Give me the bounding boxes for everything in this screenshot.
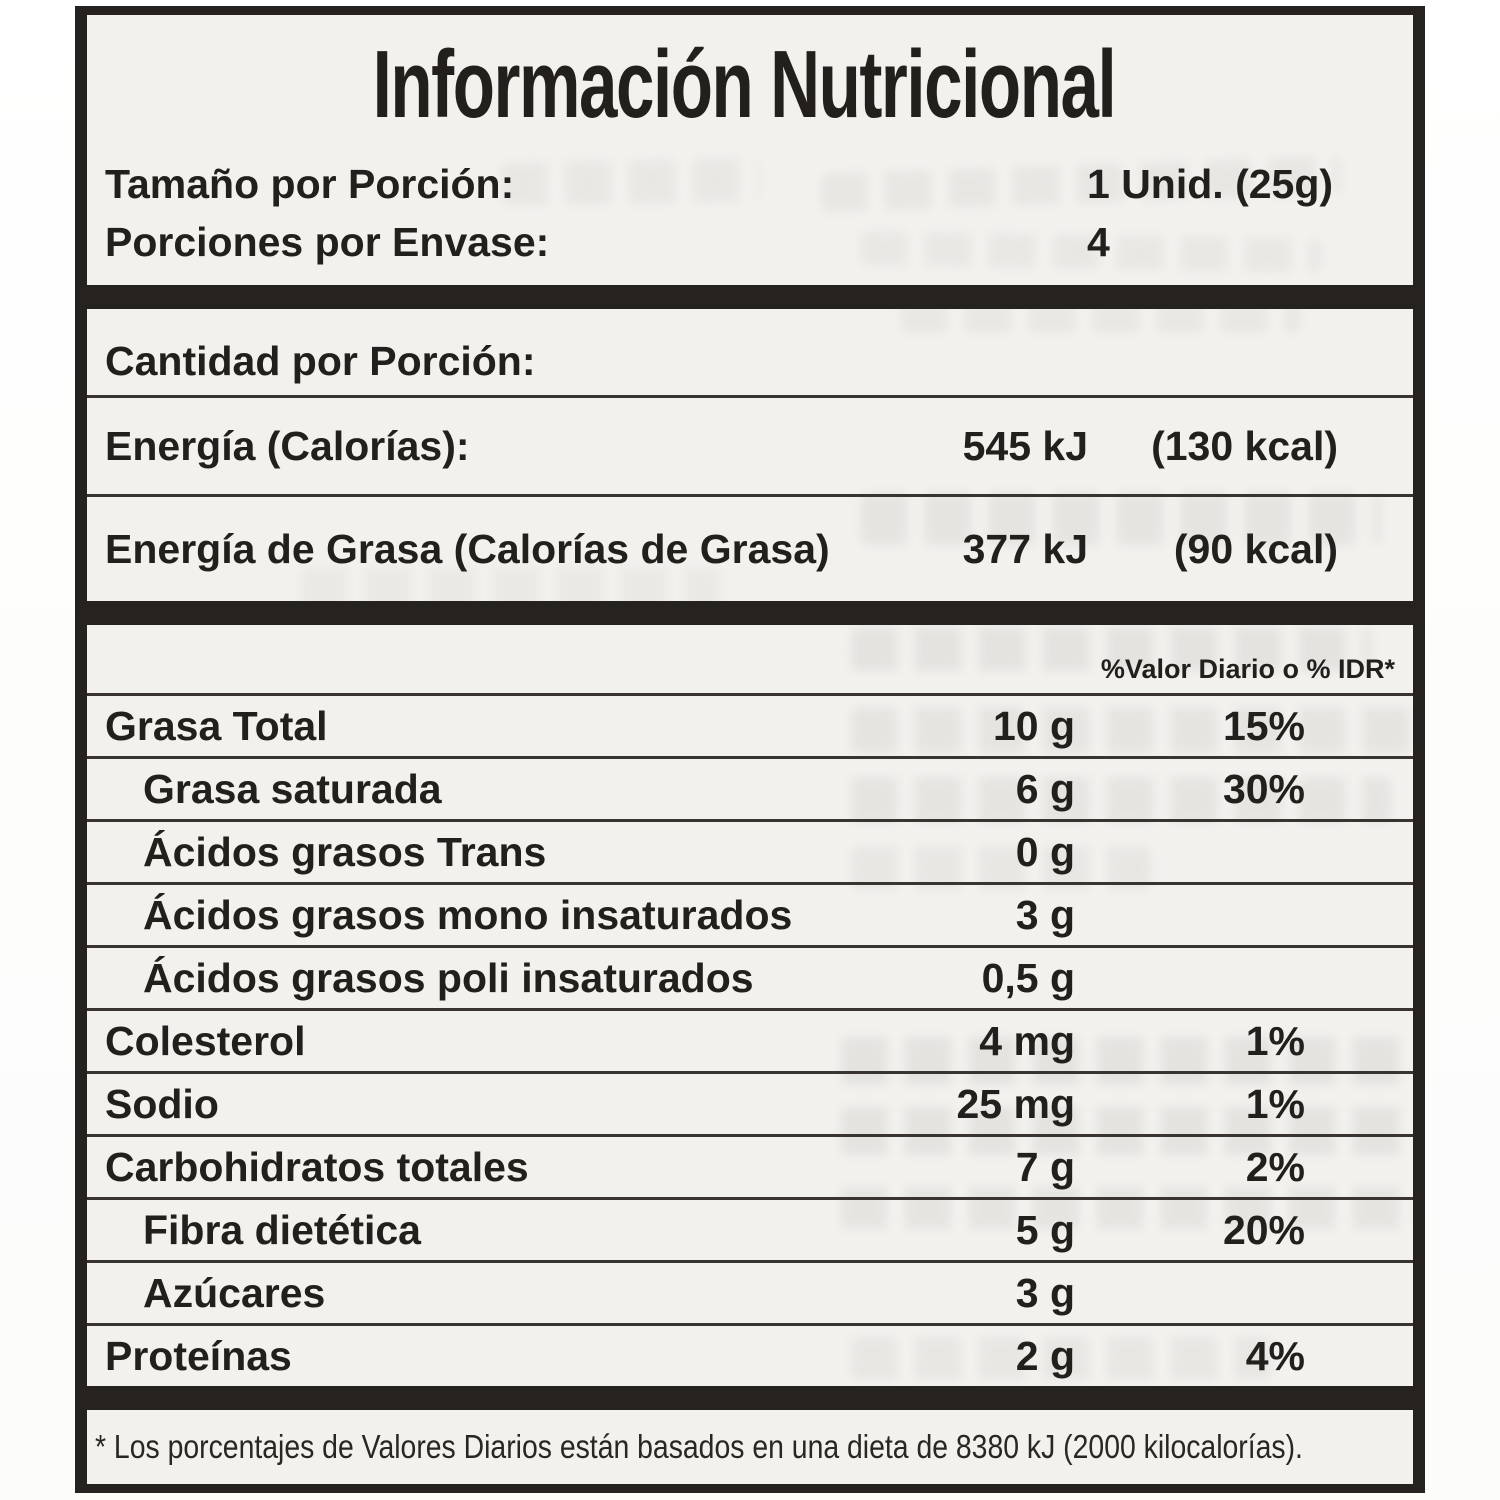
nutrient-row-sugars: Azúcares 3 g: [87, 1263, 1413, 1323]
bleed-through-artifact: [851, 627, 1371, 671]
servings-per-container-value: 4: [1087, 218, 1110, 265]
serving-size-row: Tamaño por Porción: 1 Unid. (25g): [87, 155, 1413, 213]
nutrient-name: Ácidos grasos poli insaturados: [143, 954, 754, 1001]
nutrient-name: Grasa Total: [105, 702, 328, 749]
nutrient-amount: 3 g: [1015, 1269, 1075, 1316]
section-divider-bar: [87, 601, 1413, 625]
bleed-through-artifact: [851, 707, 1411, 753]
thin-rule: [87, 693, 1413, 696]
daily-value-header-text: %Valor Diario o % IDR*: [1100, 654, 1395, 684]
nutrient-name: Colesterol: [105, 1017, 306, 1064]
thin-rule: [87, 1071, 1413, 1074]
energy-from-fat-kj-value: 377 kJ: [962, 525, 1088, 572]
nutrient-row-monounsaturated-fat: Ácidos grasos mono insaturados 3 g: [87, 885, 1413, 945]
nutrient-name: Grasa saturada: [143, 765, 442, 812]
nutrient-name: Proteínas: [105, 1332, 292, 1379]
nutrient-daily-value: 1%: [1245, 1080, 1305, 1127]
servings-per-container-row: Porciones por Envase: 4: [87, 213, 1413, 271]
thin-rule: [87, 756, 1413, 759]
energy-label: Energía (Calorías):: [105, 422, 470, 469]
nutrient-name: Fibra dietética: [143, 1206, 421, 1253]
nutrient-daily-value: 30%: [1222, 765, 1305, 812]
footnote-row: * Los porcentajes de Valores Diarios est…: [87, 1410, 1413, 1484]
bleed-through-artifact: [851, 1337, 1271, 1379]
nutrient-amount: 4 mg: [979, 1017, 1075, 1064]
nutrient-row-polyunsaturated-fat: Ácidos grasos poli insaturados 0,5 g: [87, 948, 1413, 1008]
nutrient-daily-value: 1%: [1245, 1017, 1305, 1064]
nutrient-daily-value: 15%: [1222, 702, 1305, 749]
header-section: Información Nutricional Tamaño por Porci…: [87, 15, 1413, 285]
nutrient-name: Sodio: [105, 1080, 219, 1127]
nutrient-name: Azúcares: [143, 1269, 326, 1316]
nutrient-name: Carbohidratos totales: [105, 1143, 529, 1190]
energy-row: Energía (Calorías): 545 kJ (130 kcal): [87, 398, 1413, 494]
nutrient-amount: 0 g: [1015, 828, 1075, 875]
footnote-text: * Los porcentajes de Valores Diarios est…: [95, 1428, 1303, 1465]
serving-size-value: 1 Unid. (25g): [1087, 160, 1334, 207]
bleed-through-layer: [87, 15, 1413, 1484]
energy-from-fat-label: Energía de Grasa (Calorías de Grasa): [105, 525, 830, 572]
nutrient-amount: 6 g: [1015, 765, 1075, 812]
bleed-through-artifact: [851, 777, 1391, 823]
nutrient-row-sodium: Sodio 25 mg 1%: [87, 1074, 1413, 1134]
nutrient-amount: 5 g: [1015, 1206, 1075, 1253]
thin-rule: [87, 1134, 1413, 1137]
nutrient-row-total-fat: Grasa Total 10 g 15%: [87, 696, 1413, 756]
nutrient-amount: 25 mg: [956, 1080, 1076, 1127]
serving-size-label: Tamaño por Porción:: [105, 160, 515, 207]
daily-value-column-header: %Valor Diario o % IDR*: [87, 625, 1413, 693]
nutrient-name: Ácidos grasos mono insaturados: [143, 891, 793, 938]
thin-rule: [87, 1323, 1413, 1326]
nutrient-amount: 7 g: [1015, 1143, 1075, 1190]
thin-rule: [87, 494, 1413, 497]
nutrient-amount: 2 g: [1015, 1332, 1075, 1379]
thin-rule: [87, 395, 1413, 398]
nutrient-row-trans-fat: Ácidos grasos Trans 0 g: [87, 822, 1413, 882]
nutrient-daily-value: 20%: [1222, 1206, 1305, 1253]
page-title-text: Información Nutricional: [372, 31, 1117, 138]
nutrient-name: Ácidos grasos Trans: [143, 828, 547, 875]
nutrient-row-cholesterol: Colesterol 4 mg 1%: [87, 1011, 1413, 1071]
label-content: Información Nutricional Tamaño por Porci…: [87, 15, 1413, 1484]
thin-rule: [87, 882, 1413, 885]
thin-rule: [87, 1260, 1413, 1263]
nutrient-row-dietary-fiber: Fibra dietética 5 g 20%: [87, 1200, 1413, 1260]
nutrient-row-total-carbohydrate: Carbohidratos totales 7 g 2%: [87, 1137, 1413, 1197]
section-divider-bar: [87, 1386, 1413, 1410]
nutrient-amount: 10 g: [992, 702, 1075, 749]
amount-per-serving-header: Cantidad por Porción:: [87, 309, 1413, 395]
nutrient-daily-value: 2%: [1245, 1143, 1305, 1190]
bleed-through-artifact: [841, 1107, 1411, 1155]
energy-from-fat-row: Energía de Grasa (Calorías de Grasa) 377…: [87, 497, 1413, 601]
thin-rule: [87, 1197, 1413, 1200]
nutrient-row-protein: Proteínas 2 g 4%: [87, 1326, 1413, 1386]
energy-kj-value: 545 kJ: [962, 422, 1088, 469]
servings-per-container-label: Porciones por Envase:: [105, 218, 550, 265]
nutrient-daily-value: 4%: [1245, 1332, 1305, 1379]
nutrient-row-saturated-fat: Grasa saturada 6 g 30%: [87, 759, 1413, 819]
page-title: Información Nutricional: [87, 15, 1413, 155]
bleed-through-artifact: [861, 493, 1381, 545]
nutrition-label: Información Nutricional Tamaño por Porci…: [75, 6, 1425, 1493]
amount-per-serving-label: Cantidad por Porción:: [105, 338, 536, 384]
thin-rule: [87, 1008, 1413, 1011]
nutrient-amount: 3 g: [1015, 891, 1075, 938]
thin-rule: [87, 819, 1413, 822]
nutrient-amount: 0,5 g: [981, 954, 1075, 1001]
energy-from-fat-kcal-value: (90 kcal): [1173, 525, 1338, 572]
thin-rule: [87, 945, 1413, 948]
energy-kcal-value: (130 kcal): [1151, 422, 1338, 469]
section-divider-bar: [87, 285, 1413, 309]
bleed-through-artifact: [841, 1037, 1401, 1085]
bleed-through-artifact: [841, 1187, 1413, 1229]
